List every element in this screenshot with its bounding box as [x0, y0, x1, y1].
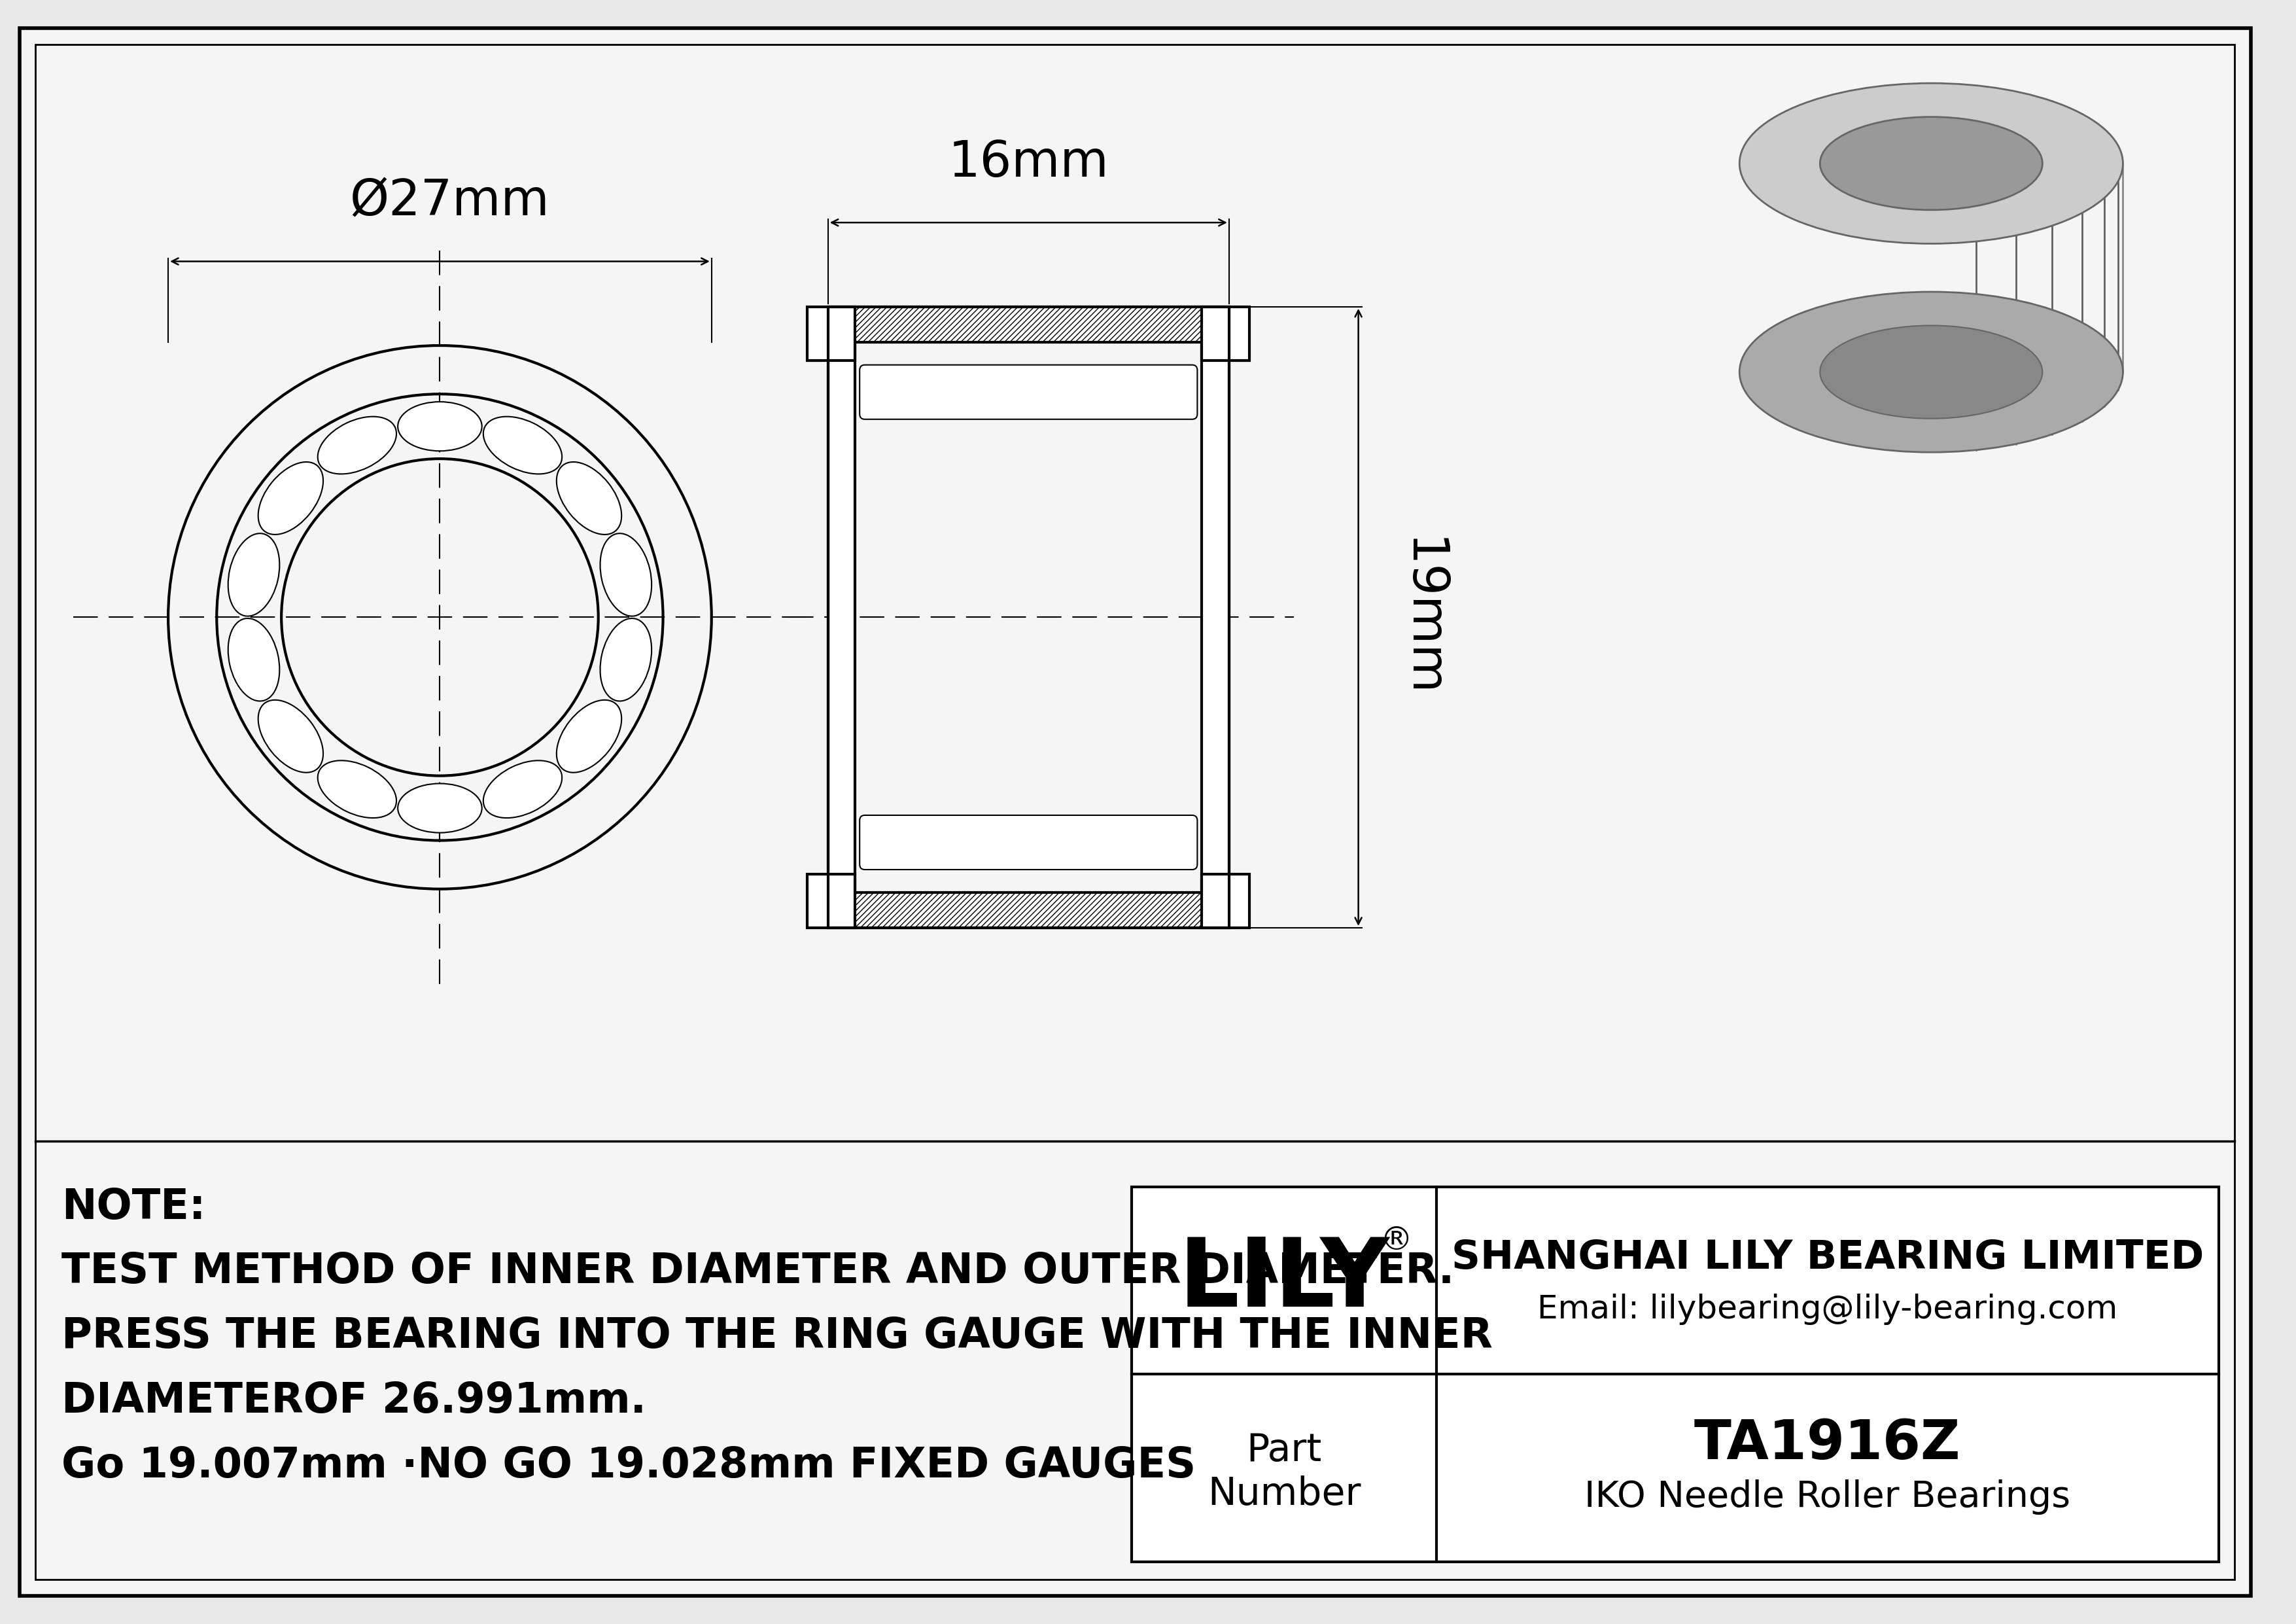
Polygon shape [1931, 117, 2043, 419]
Text: 19mm: 19mm [1398, 538, 1446, 698]
Bar [808, 874, 854, 927]
Ellipse shape [227, 619, 280, 702]
Ellipse shape [317, 760, 397, 818]
Ellipse shape [482, 760, 563, 818]
Ellipse shape [257, 461, 324, 534]
Text: Ø27mm: Ø27mm [349, 177, 549, 226]
Text: TA1916Z: TA1916Z [1694, 1418, 1961, 1470]
Ellipse shape [1740, 83, 2124, 244]
Ellipse shape [1821, 325, 2043, 419]
Ellipse shape [556, 461, 622, 534]
Polygon shape [1931, 83, 2124, 451]
Ellipse shape [556, 700, 622, 773]
Ellipse shape [317, 417, 397, 474]
Bar [1201, 343, 1228, 892]
Text: NOTE:: NOTE: [62, 1187, 207, 1228]
Text: DIAMETEROF 26.991mm.: DIAMETEROF 26.991mm. [62, 1380, 645, 1421]
Ellipse shape [257, 700, 324, 773]
Bar [829, 343, 854, 892]
Bar [829, 307, 1228, 343]
Bar [808, 307, 854, 361]
Text: Go 19.007mm ·NO GO 19.028mm FIXED GAUGES: Go 19.007mm ·NO GO 19.028mm FIXED GAUGES [62, 1445, 1196, 1486]
Bar [1201, 307, 1249, 361]
Text: Number: Number [1208, 1475, 1362, 1512]
Text: PRESS THE BEARING INTO THE RING GAUGE WITH THE INNER: PRESS THE BEARING INTO THE RING GAUGE WI… [62, 1315, 1492, 1356]
Text: LILY: LILY [1178, 1234, 1389, 1327]
Bar [829, 892, 1228, 927]
Ellipse shape [1740, 292, 2124, 451]
Text: IKO Needle Roller Bearings: IKO Needle Roller Bearings [1584, 1479, 2071, 1515]
Bar [1201, 874, 1249, 927]
Bar [1669, 50, 2174, 451]
Ellipse shape [482, 417, 563, 474]
Ellipse shape [599, 533, 652, 615]
Bar [1132, 1187, 2218, 1562]
Ellipse shape [397, 401, 482, 451]
FancyBboxPatch shape [859, 815, 1196, 869]
Ellipse shape [397, 783, 482, 833]
Text: Part: Part [1247, 1431, 1322, 1468]
Text: TEST METHOD OF INNER DIAMETER AND OUTER DIAMETER.: TEST METHOD OF INNER DIAMETER AND OUTER … [62, 1252, 1453, 1293]
FancyBboxPatch shape [859, 365, 1196, 419]
Ellipse shape [1821, 117, 2043, 209]
Ellipse shape [227, 533, 280, 615]
Polygon shape [1740, 83, 1931, 451]
Text: SHANGHAI LILY BEARING LIMITED: SHANGHAI LILY BEARING LIMITED [1451, 1239, 2204, 1276]
Text: ®: ® [1380, 1224, 1412, 1255]
Ellipse shape [599, 619, 652, 702]
Text: 16mm: 16mm [948, 138, 1109, 187]
Text: Email: lilybearing@lily-bearing.com: Email: lilybearing@lily-bearing.com [1538, 1294, 2117, 1325]
Bar [829, 307, 1228, 927]
